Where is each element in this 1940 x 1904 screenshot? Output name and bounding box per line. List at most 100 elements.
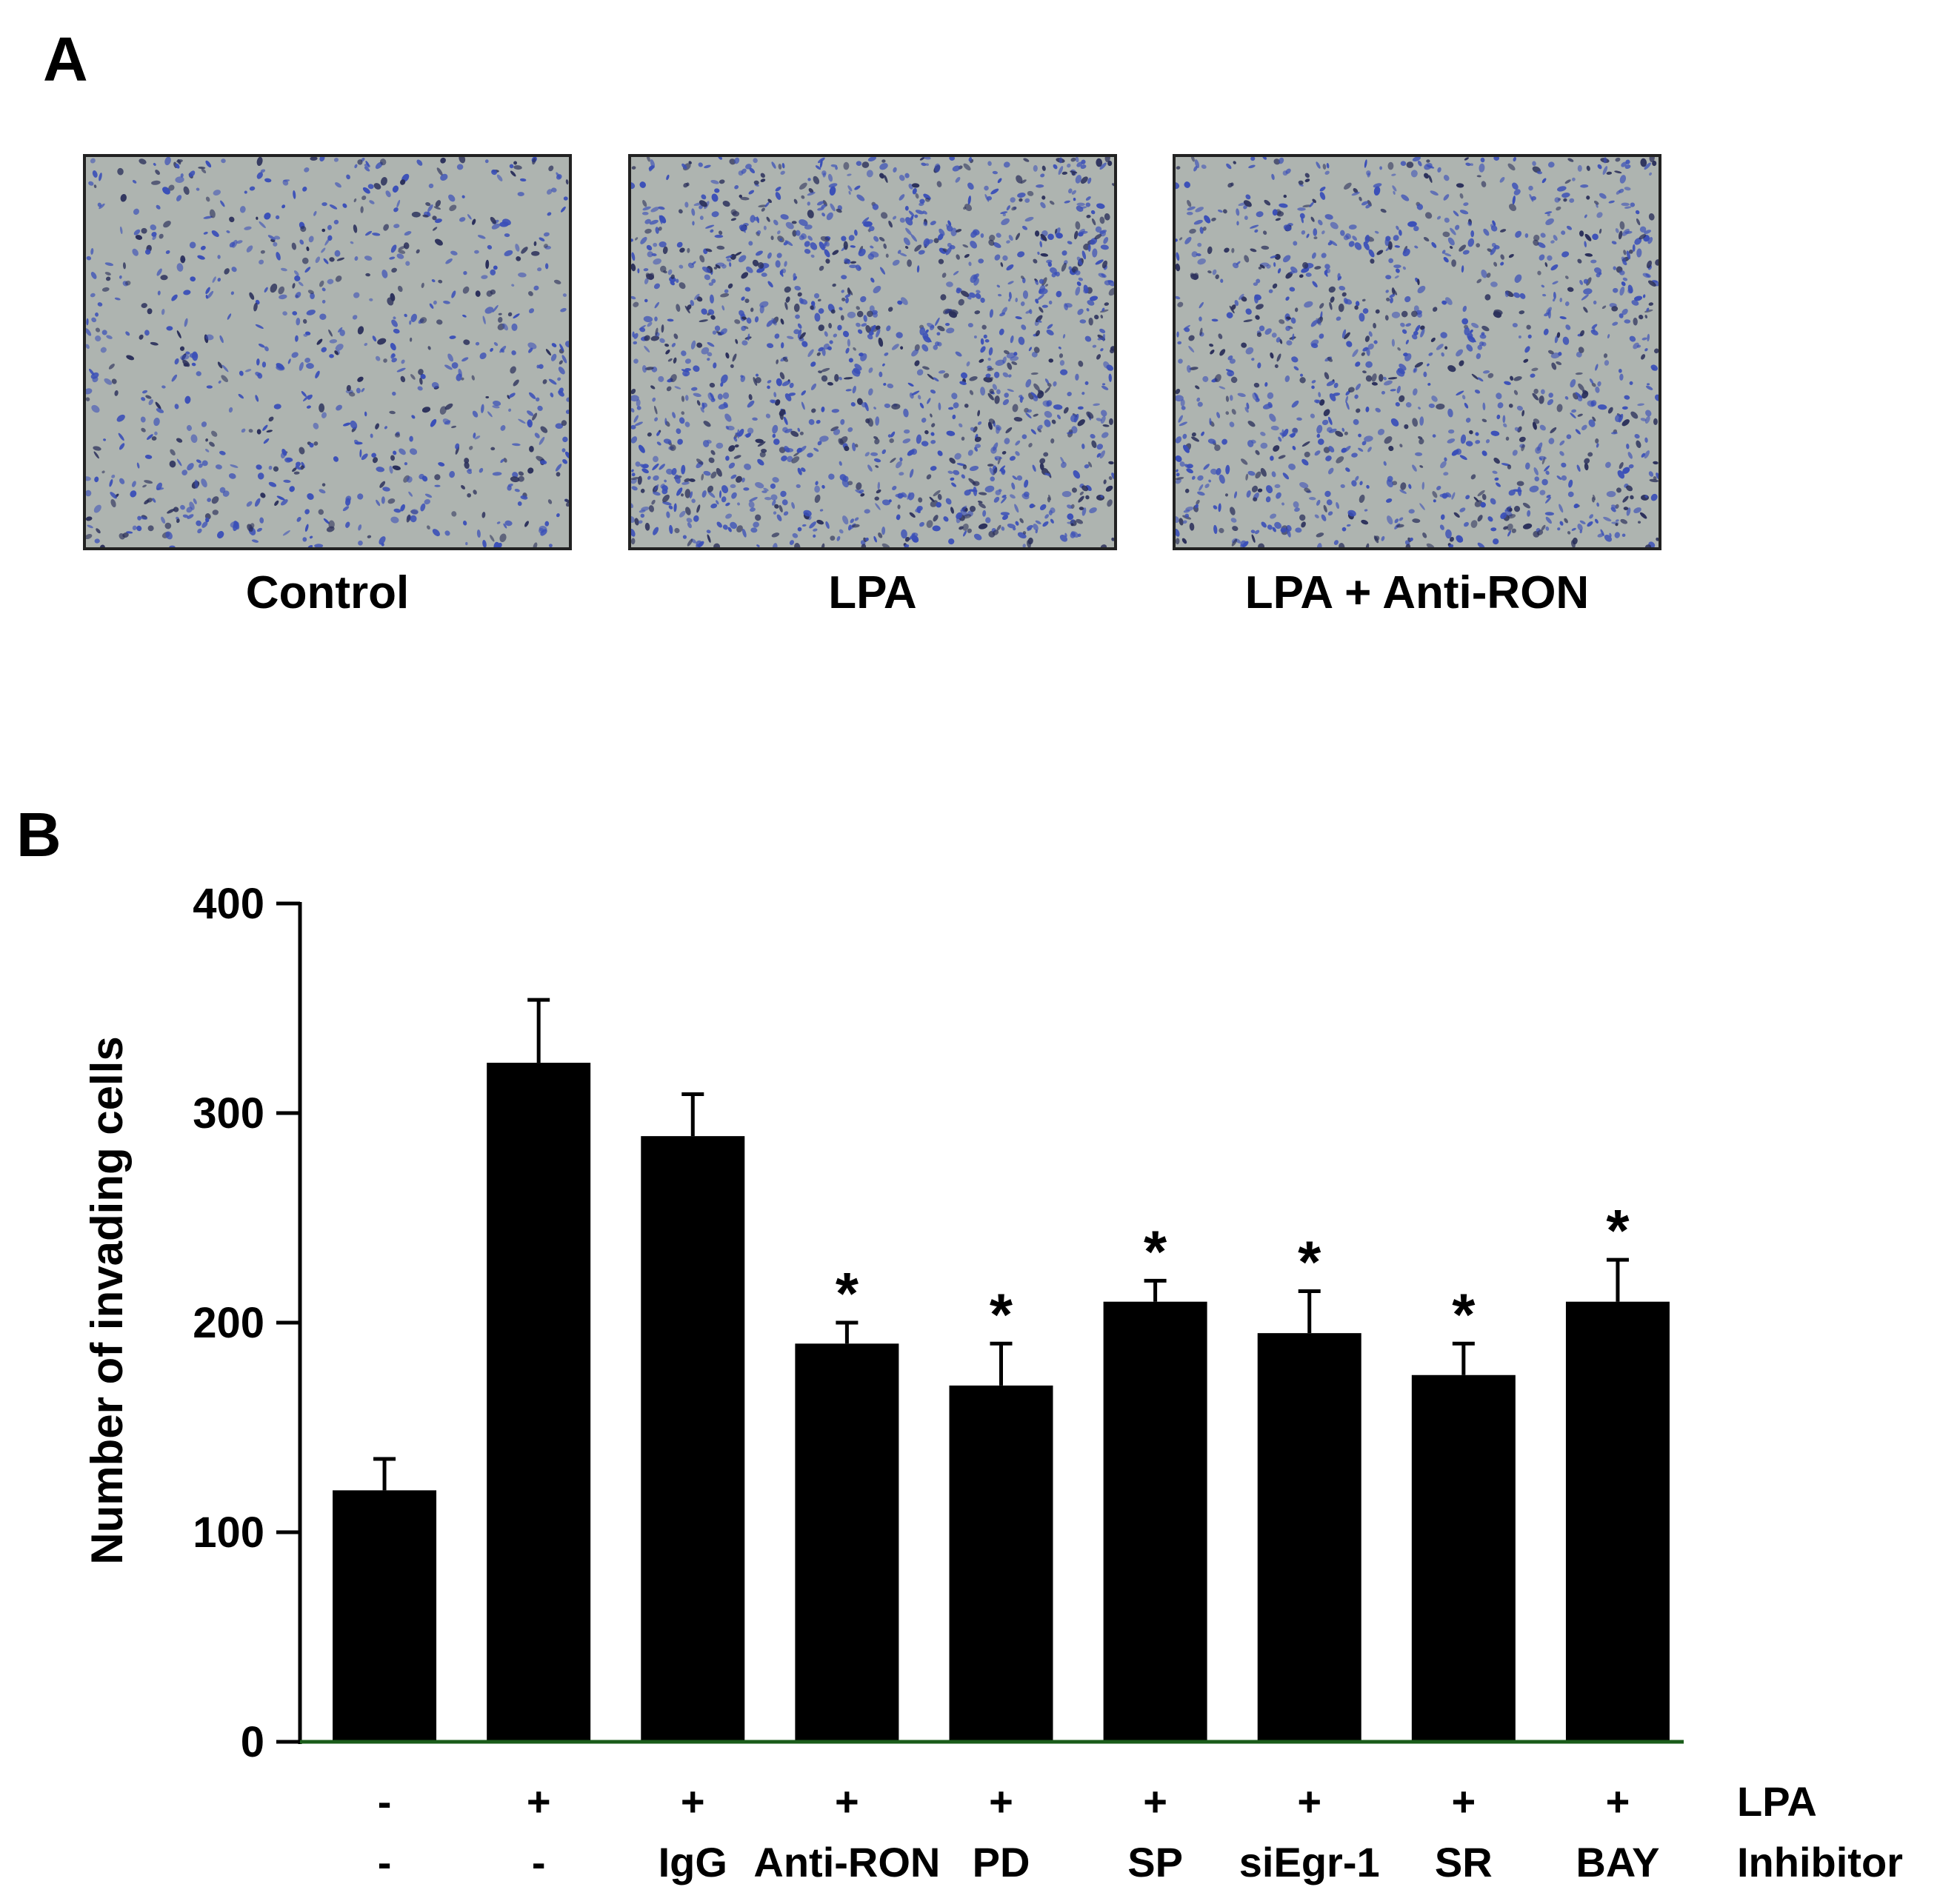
stained-cell — [1299, 514, 1306, 521]
stained-cell — [1579, 230, 1584, 237]
stained-cell — [1482, 370, 1490, 374]
stained-cell — [933, 377, 939, 382]
stained-cell — [1257, 488, 1263, 492]
stained-cell — [248, 429, 253, 433]
stained-cell — [1492, 220, 1496, 227]
stained-cell — [90, 158, 96, 164]
stained-cell — [1490, 224, 1493, 228]
stained-cell — [678, 209, 683, 214]
stained-cell — [876, 328, 881, 338]
stained-cell — [1596, 502, 1599, 507]
stained-cell — [819, 241, 825, 250]
stained-cell — [797, 292, 802, 297]
stained-cell — [1195, 385, 1200, 390]
stained-cell — [165, 531, 173, 540]
stained-cell — [1597, 164, 1602, 170]
stained-cell — [221, 364, 229, 373]
stained-cell — [161, 385, 166, 389]
stained-cell — [993, 242, 1001, 248]
stained-cell — [776, 514, 782, 521]
stained-cell — [1008, 235, 1013, 241]
stained-cell — [295, 335, 299, 342]
stained-cell — [419, 317, 427, 324]
stained-cell — [873, 535, 877, 543]
stained-cell — [501, 218, 511, 226]
stained-cell — [416, 159, 423, 166]
stained-cell — [1311, 252, 1316, 259]
stained-cell — [905, 227, 912, 236]
stained-cell — [716, 245, 725, 250]
stained-cell — [1481, 493, 1487, 501]
stained-cell — [211, 430, 218, 437]
stained-cell — [845, 297, 849, 304]
stained-cell — [130, 490, 137, 498]
stained-cell — [1532, 421, 1537, 430]
stained-cell — [839, 307, 843, 311]
stained-cell — [1107, 280, 1114, 287]
stained-cell — [814, 485, 820, 493]
stained-cell — [449, 470, 456, 478]
stained-cell — [1437, 216, 1441, 220]
stained-cell — [752, 417, 758, 421]
stained-cell — [1628, 250, 1633, 254]
stained-cell — [1244, 255, 1250, 263]
stained-cell — [1573, 504, 1579, 509]
stained-cell — [111, 474, 116, 478]
stained-cell — [1262, 157, 1267, 160]
stained-cell — [679, 282, 686, 290]
stained-cell — [177, 159, 181, 165]
stained-cell — [972, 481, 980, 487]
stained-cell — [1584, 463, 1589, 471]
stained-cell — [1084, 381, 1089, 385]
stained-cell — [1283, 194, 1287, 198]
stained-cell — [304, 509, 310, 515]
stained-cell — [1067, 513, 1074, 520]
stained-cell — [642, 206, 651, 211]
stained-cell — [1001, 495, 1007, 498]
stained-cell — [1089, 507, 1097, 514]
stained-cell — [1301, 230, 1306, 235]
stained-cell — [804, 249, 811, 254]
stained-cell — [930, 466, 937, 471]
stained-cell — [1328, 446, 1335, 452]
stained-cell — [874, 438, 880, 445]
stained-cell — [676, 278, 679, 284]
stained-cell — [631, 408, 635, 412]
stained-cell — [1301, 216, 1304, 224]
stained-cell — [987, 464, 994, 467]
stained-cell — [1176, 472, 1180, 477]
stained-cell — [1386, 479, 1393, 488]
stained-cell — [86, 328, 92, 336]
stained-cell — [782, 356, 789, 362]
stained-cell — [956, 229, 962, 233]
stained-cell — [893, 216, 897, 220]
stained-cell — [840, 315, 844, 321]
stained-cell — [1022, 290, 1029, 299]
stained-cell — [1254, 229, 1259, 233]
stained-cell — [425, 202, 431, 207]
condition-label: BAY — [1576, 1839, 1659, 1885]
stained-cell — [1541, 178, 1547, 184]
stained-cell — [97, 302, 103, 307]
stained-cell — [1345, 395, 1348, 403]
stained-cell — [1477, 515, 1483, 522]
stained-cell — [770, 399, 776, 404]
stained-cell — [667, 358, 673, 362]
stained-cell — [1490, 498, 1496, 505]
stained-cell — [1008, 298, 1011, 302]
stained-cell — [766, 216, 770, 222]
stained-cell — [1572, 177, 1576, 181]
stained-cell — [1256, 304, 1264, 310]
stained-cell — [279, 294, 287, 300]
stained-cell — [1476, 175, 1481, 178]
stained-cell — [186, 424, 192, 431]
stained-cell — [1627, 452, 1633, 459]
stained-cell — [1539, 395, 1544, 404]
stained-cell — [1226, 163, 1232, 170]
stained-cell — [1496, 482, 1501, 487]
stained-cell — [1229, 358, 1236, 364]
stained-cell — [848, 358, 853, 363]
stained-cell — [1264, 199, 1271, 206]
stained-cell — [1584, 253, 1593, 257]
stained-cell — [676, 428, 681, 434]
